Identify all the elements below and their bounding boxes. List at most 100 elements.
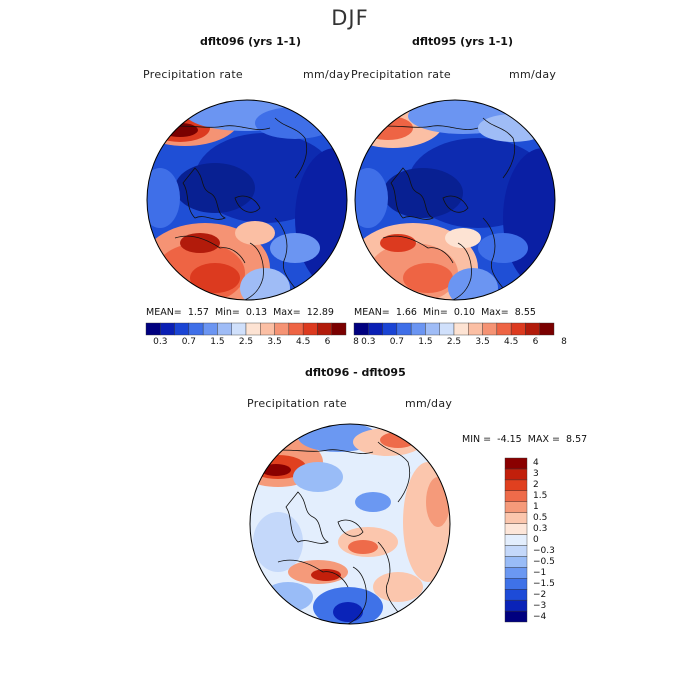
colorbar-swatch [317, 322, 332, 336]
panel2-colorbar [353, 322, 555, 336]
colorbar-tick-label: 1.5 [418, 337, 433, 347]
colorbar-tick-label: 8 [353, 337, 359, 347]
colorbar-swatch [504, 588, 528, 601]
panel3-units: mm/day [405, 397, 453, 410]
colorbar-tick-label: 1 [533, 502, 539, 513]
colorbar-swatch [504, 468, 528, 481]
panel2-max: 8.55 [514, 307, 536, 318]
colorbar-swatch [504, 523, 528, 535]
panel1-polar-map [146, 99, 348, 301]
colorbar-swatch [425, 322, 440, 336]
colorbar-swatch [504, 599, 528, 612]
colorbar-swatch [274, 322, 290, 336]
colorbar-tick-label: −1 [533, 567, 547, 578]
panel1-variable: Precipitation rate [143, 68, 243, 81]
panel2-polar-map [354, 99, 556, 301]
colorbar-swatch [504, 479, 528, 492]
colorbar-swatch [504, 457, 528, 470]
colorbar-swatch [260, 322, 275, 336]
colorbar-tick-label: 2.5 [238, 337, 254, 347]
panel1-mean: 1.57 [187, 307, 209, 318]
colorbar-swatch [504, 512, 528, 524]
colorbar-swatch [331, 322, 347, 336]
colorbar-swatch [525, 322, 540, 336]
colorbar-swatch [504, 534, 528, 546]
panel2-stats: MEAN= 1.66 Min= 0.10 Max= 8.55 [354, 307, 536, 318]
colorbar-swatch [482, 322, 498, 336]
colorbar-tick-label: 0.3 [361, 337, 376, 347]
colorbar-tick-label: 0.3 [153, 337, 168, 347]
panel3-variable: Precipitation rate [247, 397, 347, 410]
page-title: DJF [331, 6, 369, 30]
panel3-colorbar [504, 457, 528, 623]
colorbar-tick-label: 0.5 [533, 513, 548, 524]
colorbar-tick-label: −0.5 [533, 556, 555, 567]
colorbar-tick-label: 4 [533, 458, 539, 469]
panel1-colorbar [145, 322, 347, 336]
colorbar-swatch [302, 322, 318, 336]
colorbar-tick-label: −0.3 [533, 545, 555, 556]
panel1-max-label: Max= [273, 307, 301, 318]
colorbar-tick-label: 6 [324, 337, 331, 347]
colorbar-tick-label: 3 [533, 469, 539, 480]
panel1-colorbar-ticks: 0.3 0.7 1.5 2.5 3.5 4.5 6 8 [146, 337, 359, 349]
panel1-min: 0.13 [245, 307, 268, 318]
colorbar-tick-label: 0.7 [181, 337, 197, 347]
panel2-min: 0.10 [453, 307, 476, 318]
panel2-mean: 1.66 [395, 307, 417, 318]
panel1-mean-label: MEAN= [146, 307, 182, 318]
colorbar-tick-label: 1.5 [210, 337, 225, 347]
panel1-max: 12.89 [306, 307, 334, 318]
colorbar-swatch [174, 322, 190, 336]
colorbar-swatch [453, 322, 469, 336]
colorbar-tick-label: 4.5 [504, 337, 519, 347]
colorbar-swatch [504, 567, 528, 579]
colorbar-swatch [396, 322, 412, 336]
colorbar-swatch [496, 322, 512, 336]
colorbar-tick-label: −1.5 [533, 578, 555, 589]
colorbar-tick-label: 6 [532, 337, 539, 347]
colorbar-swatch [202, 322, 218, 336]
colorbar-tick-label: 3.5 [475, 337, 490, 347]
panel1-stats: MEAN= 1.57 Min= 0.13 Max= 12.89 [146, 307, 334, 318]
panel2-colorbar-ticks: 0.3 0.7 1.5 2.5 3.5 4.5 6 8 [354, 337, 567, 349]
colorbar-tick-label: 2.5 [446, 337, 462, 347]
panel1-units: mm/day [303, 68, 351, 81]
panel3-min: -4.15 [497, 434, 522, 445]
panel3-colorbar-ticks: 4 3 2 1.5 1 0.5 0.3 0 −0.3 −0.5 −1 −1.5 −2 −3 −4 [533, 458, 573, 622]
colorbar-swatch [188, 322, 204, 336]
panel2-variable: Precipitation rate [351, 68, 451, 81]
colorbar-swatch [288, 322, 304, 336]
panel2-mean-label: MEAN= [354, 307, 390, 318]
colorbar-tick-label: 1.5 [533, 491, 548, 502]
colorbar-swatch [504, 556, 528, 568]
colorbar-swatch [504, 578, 528, 590]
panel1-min-label: Min= [215, 307, 240, 318]
panel2-units: mm/day [509, 68, 557, 81]
colorbar-swatch [368, 322, 383, 336]
colorbar-swatch [145, 322, 161, 336]
panel3-max: 8.57 [566, 434, 588, 445]
panel3-polar-map [249, 423, 451, 625]
colorbar-tick-label: 3.5 [267, 337, 282, 347]
colorbar-swatch [231, 322, 247, 336]
panel3-max-label: MAX = [527, 434, 560, 445]
panel3-title: dflt096 - dflt095 [305, 366, 406, 379]
colorbar-swatch [539, 322, 555, 336]
colorbar-swatch [217, 322, 232, 336]
colorbar-tick-label: 2 [533, 480, 539, 491]
colorbar-swatch [245, 322, 261, 336]
colorbar-swatch [382, 322, 398, 336]
panel2-max-label: Max= [481, 307, 509, 318]
colorbar-tick-label: 8 [561, 337, 567, 347]
colorbar-swatch [504, 490, 528, 502]
colorbar-swatch [510, 322, 526, 336]
panel1-title: dflt096 (yrs 1-1) [200, 35, 301, 48]
panel2-title: dflt095 (yrs 1-1) [412, 35, 513, 48]
colorbar-swatch [410, 322, 426, 336]
panel3-min-label: MIN = [462, 434, 492, 445]
colorbar-tick-label: 4.5 [296, 337, 311, 347]
colorbar-swatch [504, 501, 528, 513]
colorbar-tick-label: −4 [533, 611, 547, 622]
colorbar-swatch [504, 610, 528, 623]
